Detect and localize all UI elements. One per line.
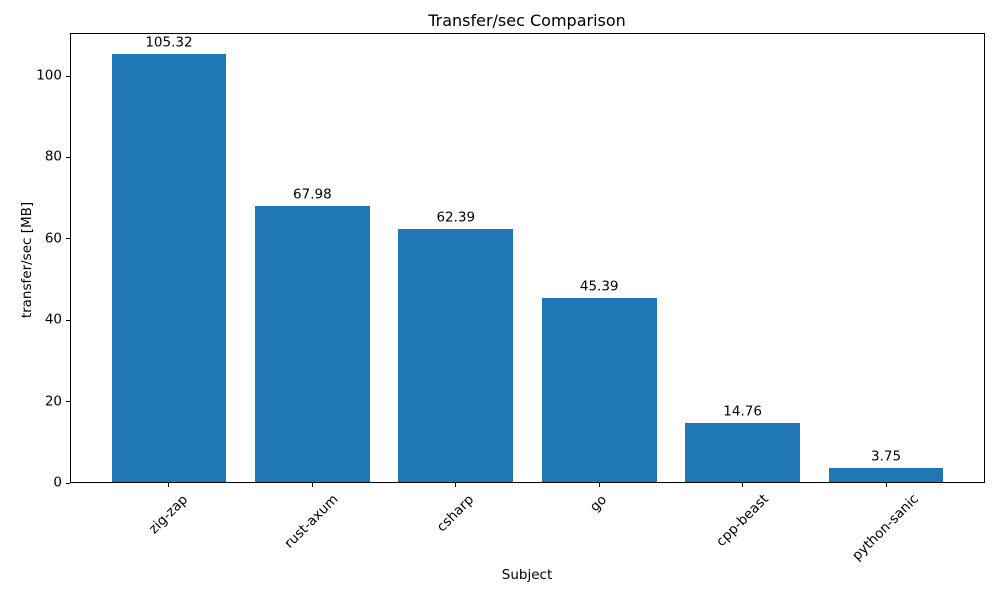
- y-tick: [66, 238, 70, 240]
- bar-value-label: 62.39: [436, 209, 476, 226]
- y-tick: [66, 401, 70, 403]
- y-tick: [66, 482, 70, 484]
- x-tick: [598, 483, 600, 487]
- bar: [541, 298, 657, 482]
- y-tick-label: 100: [36, 67, 62, 84]
- bar: [255, 206, 370, 482]
- x-tick: [885, 483, 887, 487]
- x-tick-label: go: [587, 491, 611, 515]
- y-tick: [66, 75, 70, 77]
- x-tick-label: csharp: [433, 491, 477, 535]
- x-tick-label: python-sanic: [849, 491, 922, 565]
- y-tick-label: 40: [44, 311, 62, 328]
- bar-value-label: 45.39: [579, 278, 619, 295]
- y-tick: [66, 156, 70, 158]
- x-tick-label: rust-axum: [281, 491, 342, 552]
- x-axis-label: Subject: [501, 567, 553, 583]
- y-axis-label: transfer/sec [MB]: [19, 201, 35, 319]
- bar: [828, 467, 944, 482]
- y-tick-label: 60: [44, 230, 62, 247]
- x-tick-label: cpp-beast: [712, 491, 772, 551]
- bar: [685, 422, 800, 482]
- y-tick-label: 80: [44, 148, 62, 165]
- x-tick: [455, 483, 457, 487]
- y-tick-label: 0: [53, 474, 62, 491]
- bar: [111, 54, 227, 482]
- x-tick: [311, 483, 313, 487]
- x-tick: [742, 483, 744, 487]
- y-tick-label: 20: [44, 392, 62, 409]
- bar-value-label: 3.75: [871, 448, 902, 465]
- bar-value-label: 105.32: [145, 34, 193, 51]
- y-tick: [66, 319, 70, 321]
- bar-value-label: 67.98: [293, 186, 332, 203]
- bar-value-label: 14.76: [723, 403, 762, 420]
- x-tick: [168, 483, 170, 487]
- bar: [398, 229, 514, 482]
- chart-title: Transfer/sec Comparison: [428, 11, 626, 30]
- x-tick-label: zig-zap: [145, 491, 192, 537]
